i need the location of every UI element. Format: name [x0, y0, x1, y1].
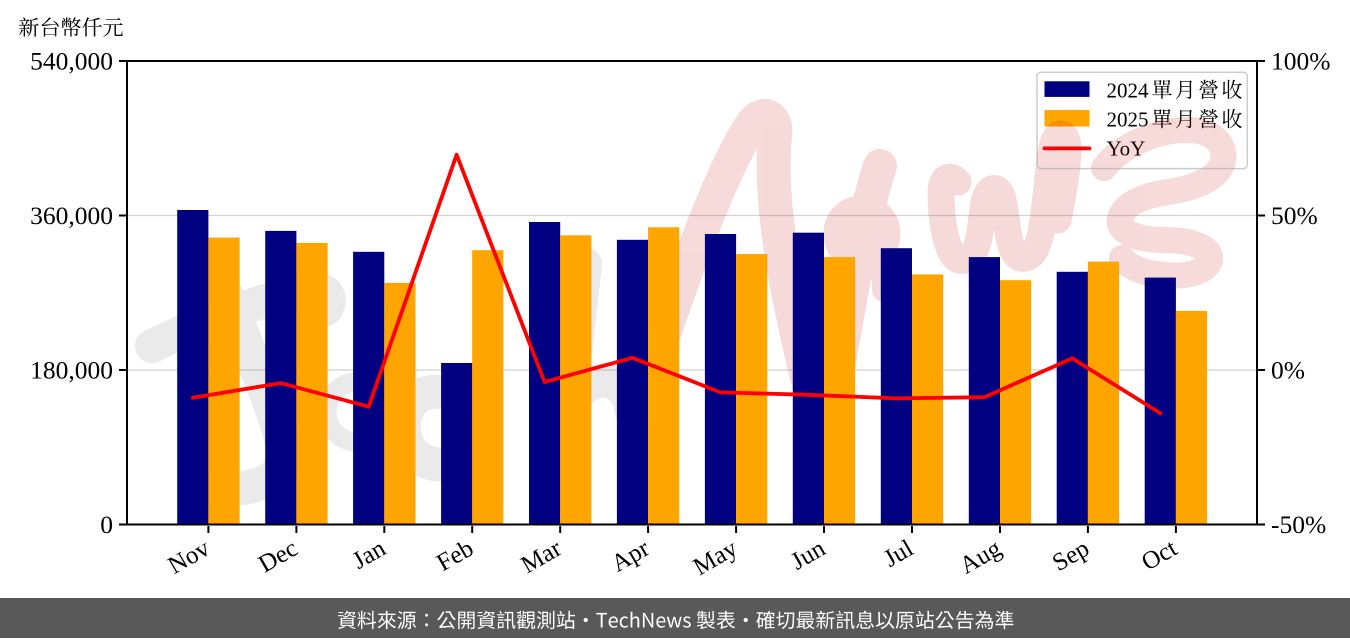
svg-text:-50%: -50% [1271, 510, 1326, 539]
svg-text:540,000: 540,000 [30, 47, 113, 76]
svg-text:50%: 50% [1271, 201, 1318, 230]
svg-text:0%: 0% [1271, 356, 1305, 385]
svg-text:180,000: 180,000 [30, 356, 113, 385]
svg-text:100%: 100% [1271, 47, 1331, 76]
svg-text:0: 0 [100, 510, 113, 539]
svg-text:2025: 2025 [1107, 108, 1149, 132]
svg-text:360,000: 360,000 [30, 201, 113, 230]
svg-text:2024: 2024 [1107, 78, 1150, 102]
svg-text:YoY: YoY [1107, 136, 1146, 160]
